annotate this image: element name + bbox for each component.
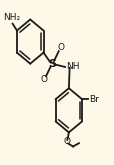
Text: S: S [48,59,56,69]
Text: O: O [57,44,63,52]
Text: O: O [63,137,70,146]
Text: Br: Br [88,95,98,104]
Text: NH₂: NH₂ [3,13,20,22]
Text: NH: NH [65,63,79,71]
Text: O: O [40,75,47,84]
